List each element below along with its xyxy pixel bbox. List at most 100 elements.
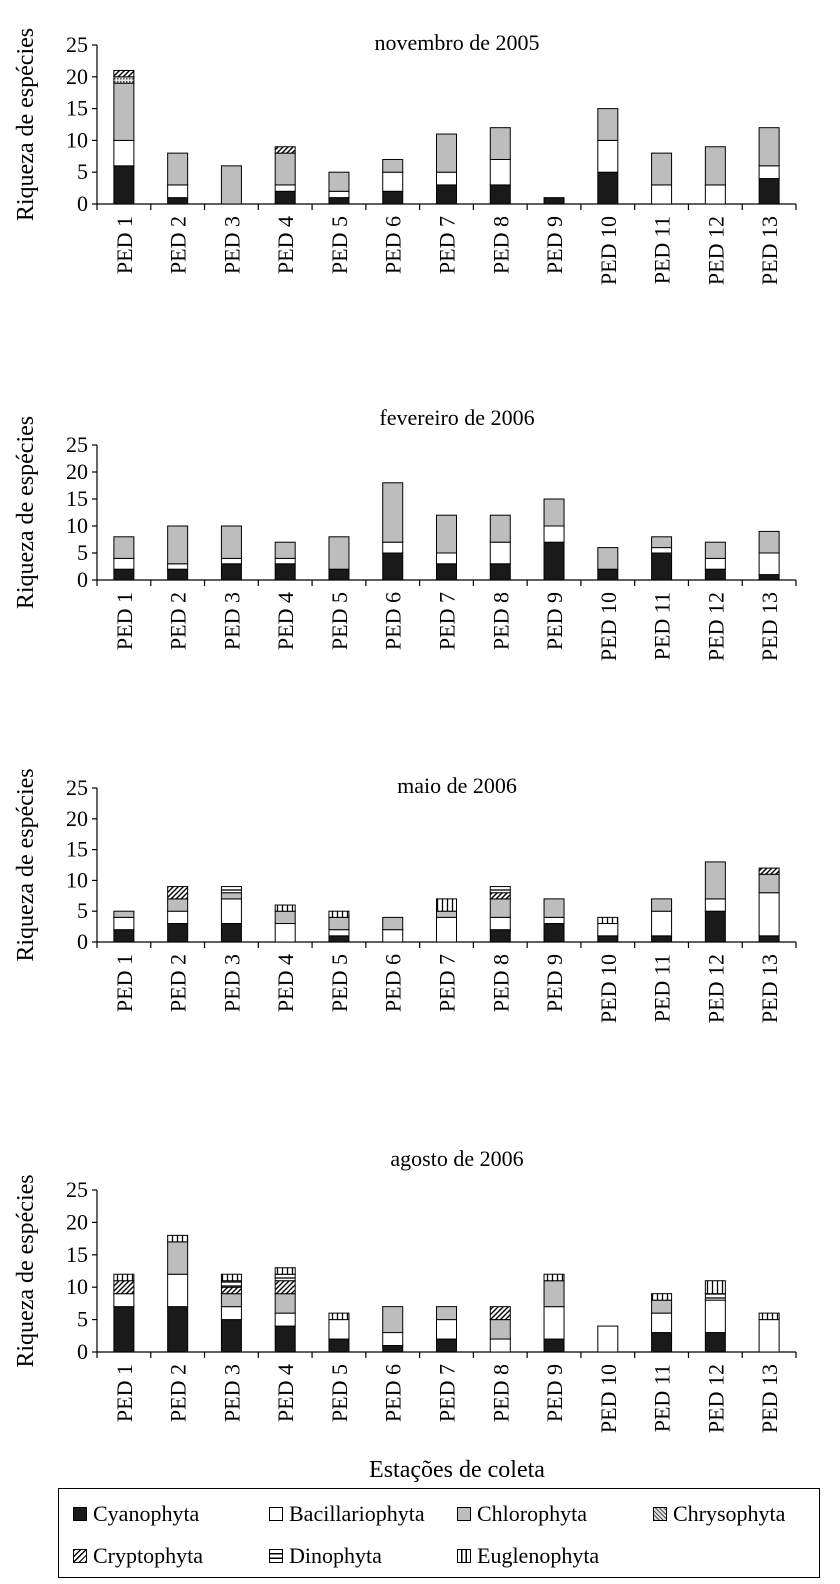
bar-segment-bacillariophyta: [651, 547, 673, 554]
y-tick-label: 10: [66, 513, 88, 538]
bar-segment-dinophyta: [220, 886, 242, 894]
bar-segment-cyanophyta: [543, 541, 565, 581]
y-tick-label: 10: [66, 1274, 88, 1299]
x-tick-label: PED 12: [703, 1364, 728, 1433]
bar-segment-cryptophyta: [489, 892, 511, 900]
bar-segment-cyanophyta: [597, 935, 619, 943]
bar-segment-euglenophyta: [328, 910, 350, 918]
x-tick-label: PED 11: [650, 1364, 675, 1432]
bar-segment-bacillariophyta: [597, 1325, 619, 1353]
x-tick-label: PED 10: [596, 1364, 621, 1433]
bar-segment-cyanophyta: [220, 923, 242, 943]
x-tick-label: PED 6: [381, 592, 406, 650]
bar-segment-cyanophyta: [758, 574, 780, 581]
bar-segment-chlorophyta: [651, 898, 673, 912]
bar-segment-bacillariophyta: [436, 1319, 457, 1340]
bar-segment-euglenophyta: [704, 1280, 726, 1295]
bar-segment-chlorophyta: [436, 514, 457, 554]
legend-swatch-dinophyta: [269, 1549, 283, 1563]
y-tick-label: 20: [66, 1209, 88, 1234]
x-tick-label: PED 13: [757, 1364, 782, 1433]
x-tick-label: PED 13: [757, 592, 782, 661]
x-tick-label: PED 5: [327, 954, 352, 1012]
y-tick-label: 25: [66, 1177, 88, 1202]
bar-segment-chlorophyta: [758, 873, 780, 894]
bar-segment-bacillariophyta: [113, 1293, 135, 1308]
bar-segment-cyanophyta: [597, 568, 619, 581]
bar-segment-chlorophyta: [543, 498, 565, 527]
bar-segment-chlorophyta: [113, 910, 135, 918]
bar-segment-cryptophyta: [758, 867, 780, 875]
bar-segment-chlorophyta: [704, 146, 726, 186]
bar-segment-cyanophyta: [328, 568, 350, 581]
x-tick-label: PED 3: [219, 216, 244, 274]
bar-segment-bacillariophyta: [113, 557, 135, 570]
legend-label: Euglenophyta: [477, 1543, 600, 1568]
x-tick-label: PED 9: [542, 1364, 567, 1422]
bar-segment-chlorophyta: [758, 530, 780, 554]
y-tick-label: 15: [66, 1242, 88, 1267]
bar-segment-bacillariophyta: [167, 184, 189, 199]
bar-segment-euglenophyta: [167, 1234, 189, 1243]
bar-segment-cyanophyta: [274, 190, 296, 205]
x-tick-label: PED 12: [703, 954, 728, 1023]
bar-segment-bacillariophyta: [489, 1338, 511, 1353]
y-tick-label: 0: [77, 1339, 88, 1364]
bar-segment-cyanophyta: [113, 929, 135, 943]
bar-segment-cyanophyta: [113, 165, 135, 205]
bar-segment-chlorophyta: [113, 82, 135, 141]
x-tick-label: PED 1: [112, 592, 137, 650]
bar-segment-cyanophyta: [436, 184, 457, 205]
bar-segment-chlorophyta: [436, 910, 457, 918]
x-tick-label: PED 6: [381, 1364, 406, 1422]
bar-segment-chlorophyta: [274, 1293, 296, 1314]
bar-segment-euglenophyta: [597, 916, 619, 925]
bar-segment-bacillariophyta: [651, 184, 673, 205]
bar-segment-bacillariophyta: [328, 190, 350, 199]
bar-segment-bacillariophyta: [651, 1312, 673, 1334]
y-tick-label: 10: [66, 867, 88, 892]
bar-segment-bacillariophyta: [543, 916, 565, 925]
bar-segment-cyanophyta: [436, 563, 457, 581]
bar-segment-chlorophyta: [436, 133, 457, 173]
x-tick-label: PED 11: [650, 216, 675, 284]
bar-segment-chlorophyta: [382, 1306, 404, 1334]
y-axis-label: Riqueza de espécies: [13, 1174, 39, 1367]
bar-segment-bacillariophyta: [328, 1319, 350, 1340]
bar-segment-cryptophyta: [220, 1286, 242, 1295]
bar-segment-euglenophyta: [274, 904, 296, 912]
bar-segment-bacillariophyta: [489, 541, 511, 565]
x-tick-label: PED 10: [596, 216, 621, 285]
bar-segment-cyanophyta: [328, 197, 350, 205]
chart-title: fevereiro de 2006: [379, 405, 534, 430]
bar-segment-bacillariophyta: [704, 898, 726, 912]
x-tick-label: PED 4: [273, 954, 298, 1012]
bar-segment-cryptophyta: [113, 1280, 135, 1295]
bar-segment-cyanophyta: [758, 935, 780, 943]
x-tick-label: PED 6: [381, 216, 406, 274]
bar-segment-bacillariophyta: [220, 1306, 242, 1321]
y-tick-label: 5: [77, 540, 88, 565]
x-tick-label: PED 5: [327, 1364, 352, 1422]
y-axis-label: Riqueza de espécies: [13, 28, 39, 221]
bar-segment-chlorophyta: [489, 898, 511, 918]
bar-segment-euglenophyta: [274, 1267, 296, 1275]
chart-title: maio de 2006: [397, 773, 517, 798]
legend-label: Dinophyta: [289, 1543, 382, 1568]
bar-segment-euglenophyta: [651, 1293, 673, 1301]
y-tick-label: 25: [66, 32, 88, 57]
bar-segment-chlorophyta: [167, 898, 189, 912]
bar-segment-chlorophyta: [382, 158, 404, 173]
x-tick-label: PED 8: [488, 954, 513, 1012]
bar-segment-cyanophyta: [597, 171, 619, 205]
bar-segment-bacillariophyta: [274, 923, 296, 943]
bar-segment-bacillariophyta: [704, 184, 726, 205]
x-tick-label: PED 12: [703, 216, 728, 285]
bar-segment-cyanophyta: [382, 190, 404, 205]
bar-segment-chrysophyta: [113, 76, 135, 84]
legend-item-chlorophyta: Chlorophyta: [457, 1501, 587, 1527]
bar-segment-chlorophyta: [274, 541, 296, 559]
x-tick-label: PED 1: [112, 954, 137, 1012]
bar-segment-chlorophyta: [167, 152, 189, 186]
bar-segment-cyanophyta: [758, 178, 780, 205]
